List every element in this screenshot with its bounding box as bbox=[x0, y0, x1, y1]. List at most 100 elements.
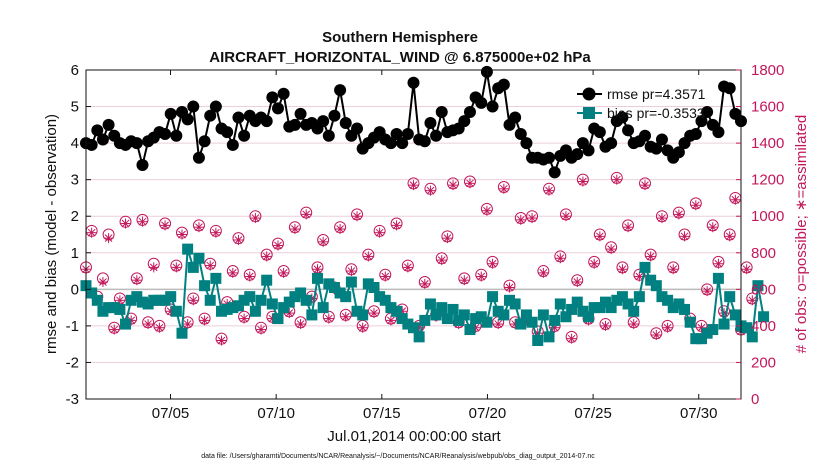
bias-point bbox=[701, 327, 713, 339]
bias-point bbox=[227, 302, 239, 314]
obs-assimilated-marker bbox=[109, 324, 120, 335]
obs-assimilated-marker bbox=[419, 278, 430, 289]
y2-tick-label: 1800 bbox=[751, 62, 784, 79]
x-tick-label: 07/20 bbox=[469, 405, 507, 422]
bias-point bbox=[515, 318, 527, 330]
y-tick-label: 0 bbox=[71, 281, 79, 298]
obs-assimilated-marker bbox=[131, 275, 142, 286]
obs-assimilated-marker bbox=[464, 178, 475, 189]
bias-point bbox=[430, 309, 442, 321]
rmse-point bbox=[271, 102, 284, 115]
rmse-point bbox=[351, 122, 364, 135]
plot-frame bbox=[85, 69, 742, 400]
y2-tick-label: 400 bbox=[751, 318, 776, 335]
bias-point bbox=[210, 272, 222, 284]
y-tick-label: -1 bbox=[66, 318, 79, 335]
obs-assimilated-marker bbox=[143, 319, 154, 330]
obs-assimilated-marker bbox=[634, 271, 645, 282]
x-tick-label: 07/30 bbox=[680, 405, 718, 422]
obs-assimilated-marker bbox=[651, 330, 662, 341]
bias-point bbox=[317, 302, 329, 314]
obs-assimilated-marker bbox=[154, 322, 165, 333]
bias-point bbox=[193, 252, 205, 264]
rmse-point bbox=[418, 135, 431, 148]
bias-point bbox=[221, 303, 233, 315]
rmse-point bbox=[221, 126, 234, 139]
bias-point bbox=[402, 318, 414, 330]
rmse-point bbox=[96, 133, 109, 146]
rmse-point bbox=[458, 115, 471, 128]
obs-assimilated-marker bbox=[555, 253, 566, 264]
rmse-point bbox=[571, 148, 584, 161]
chart-subtitle: AIRCRAFT_HORIZONTAL_WIND @ 6.875000e+02 … bbox=[209, 49, 591, 66]
bias-point bbox=[712, 272, 724, 284]
y-tick-label: 1 bbox=[71, 245, 79, 262]
x-ticks: 07/05 07/10 07/15 07/20 07/25 07/30 bbox=[152, 70, 718, 422]
bias-point bbox=[408, 322, 419, 334]
rmse-point bbox=[396, 137, 409, 150]
bias-point bbox=[487, 291, 499, 303]
obs-assimilated-marker bbox=[459, 275, 470, 286]
obs-assimilated-marker bbox=[402, 262, 413, 273]
bias-point bbox=[741, 322, 753, 334]
bias-point bbox=[114, 303, 126, 315]
bias-point bbox=[396, 313, 408, 325]
bias-point bbox=[312, 272, 324, 284]
legend-rmse-label: rmse pr=4.3571 bbox=[607, 86, 706, 102]
bias-point bbox=[633, 291, 645, 303]
obs-assimilated-marker bbox=[493, 319, 504, 330]
bias-point bbox=[300, 294, 312, 306]
bias-point bbox=[611, 294, 623, 306]
obs-assimilated-marker bbox=[227, 267, 238, 278]
bias-point bbox=[204, 294, 216, 306]
bias-point bbox=[588, 302, 600, 314]
rmse-point bbox=[339, 117, 352, 130]
bias-point bbox=[391, 305, 403, 317]
rmse-point bbox=[130, 137, 143, 150]
rmse-point bbox=[723, 82, 736, 95]
obs-assimilated-marker bbox=[148, 262, 159, 273]
obs-assimilated-marker bbox=[425, 185, 436, 196]
legend-bias-label: bias pr=-0.3533 bbox=[607, 105, 705, 121]
bias-point bbox=[481, 316, 493, 328]
bias-point bbox=[554, 298, 566, 310]
bias-point bbox=[509, 298, 521, 310]
bias-point bbox=[345, 276, 357, 288]
rmse-point bbox=[582, 144, 595, 157]
rmse-point bbox=[209, 100, 222, 113]
bias-point bbox=[616, 291, 628, 303]
bias-point bbox=[136, 296, 148, 308]
obs-assimilated-marker bbox=[645, 251, 656, 262]
bias-point bbox=[379, 294, 391, 306]
rmse-point bbox=[277, 87, 290, 100]
bias-point bbox=[441, 313, 453, 325]
obs-assimilated-marker bbox=[295, 319, 306, 330]
obs-assimilated-marker bbox=[690, 200, 701, 211]
bias-point bbox=[153, 294, 165, 306]
rmse-point bbox=[159, 127, 172, 140]
obs-assimilated-marker bbox=[656, 213, 667, 224]
bias-point bbox=[475, 311, 487, 323]
y2-tick-label: 1200 bbox=[751, 172, 784, 189]
bias-point bbox=[577, 305, 589, 317]
rmse-point bbox=[622, 124, 635, 137]
obs-assimilated-marker bbox=[182, 319, 193, 330]
rmse-point bbox=[401, 127, 414, 140]
obs-assimilated-marker bbox=[103, 233, 114, 244]
obs-assimilated-marker bbox=[352, 211, 363, 222]
y-ticks: -3 -2 -1 0 1 2 3 4 5 6 bbox=[66, 62, 91, 408]
bias-point bbox=[628, 305, 640, 317]
rmse-point bbox=[650, 142, 663, 155]
bias-point bbox=[746, 331, 758, 343]
obs-assimilated-marker bbox=[289, 224, 300, 235]
rmse-point bbox=[520, 137, 533, 150]
bias-point bbox=[498, 309, 510, 321]
bias-point bbox=[526, 316, 538, 328]
rmse-point bbox=[480, 65, 493, 78]
x-tick-label: 07/25 bbox=[574, 405, 612, 422]
y2-tick-label: 200 bbox=[751, 354, 776, 371]
bias-point bbox=[684, 316, 696, 328]
rmse-point bbox=[91, 124, 104, 137]
bias-point bbox=[328, 282, 340, 294]
rmse-point bbox=[475, 96, 488, 109]
